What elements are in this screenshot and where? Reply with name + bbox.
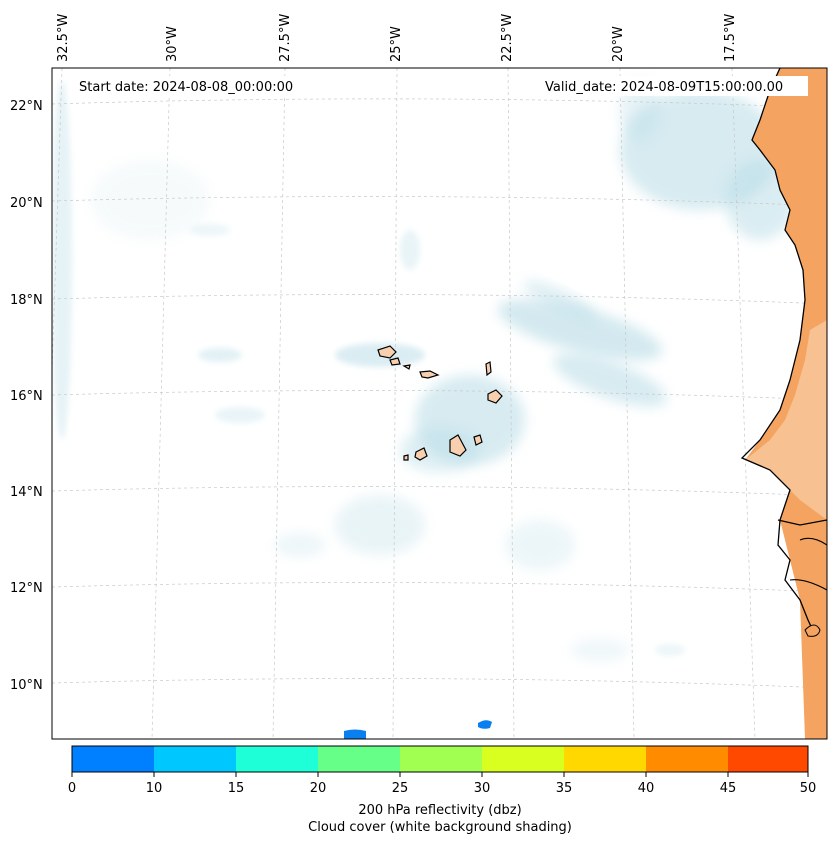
colorbar-segment bbox=[728, 746, 808, 772]
colorbar-tick-label: 50 bbox=[800, 781, 817, 796]
colorbar-segment bbox=[564, 746, 646, 772]
lon-label: 27.5°W bbox=[278, 14, 293, 62]
lon-label: 32.5°W bbox=[56, 14, 71, 62]
lon-label: 20°W bbox=[611, 26, 626, 62]
africa-landmass bbox=[740, 68, 827, 739]
colorbar-tick-label: 20 bbox=[310, 781, 327, 796]
lon-label: 17.5°W bbox=[723, 14, 738, 62]
colorbar-tick-label: 35 bbox=[556, 781, 573, 796]
valid-date-label: Valid_date: 2024-08-09T15:00:00.00 bbox=[545, 80, 783, 95]
lat-label: 18°N bbox=[10, 293, 43, 308]
start-date-box bbox=[72, 76, 315, 96]
colorbar-tick-label: 40 bbox=[638, 781, 655, 796]
lat-label: 10°N bbox=[10, 678, 43, 693]
colorbar-tick-label: 0 bbox=[68, 781, 76, 796]
colorbar-segment bbox=[154, 746, 236, 772]
latitude-labels: 22°N 20°N 18°N 16°N 14°N 12°N 10°N bbox=[10, 99, 43, 693]
colorbar-tick-label: 25 bbox=[392, 781, 409, 796]
colorbar-tick-label: 10 bbox=[146, 781, 163, 796]
colorbar-segment bbox=[72, 746, 154, 772]
map-panel bbox=[52, 68, 827, 739]
lat-label: 22°N bbox=[10, 99, 43, 114]
graticule bbox=[52, 68, 827, 739]
colorbar-tick-label: 45 bbox=[720, 781, 737, 796]
start-date-label: Start date: 2024-08-08_00:00:00 bbox=[79, 80, 293, 95]
colorbar-tick-label: 15 bbox=[228, 781, 245, 796]
reflectivity-blob bbox=[478, 720, 492, 729]
lat-label: 16°N bbox=[10, 389, 43, 404]
lon-label: 22.5°W bbox=[500, 14, 515, 62]
colorbar-subtitle: Cloud cover (white background shading) bbox=[308, 820, 572, 835]
colorbar-ticks bbox=[71, 772, 809, 777]
colorbar-frame bbox=[71, 745, 809, 773]
colorbar-segment bbox=[482, 746, 564, 772]
colorbar-segment bbox=[318, 746, 400, 772]
valid-date-box bbox=[538, 76, 808, 96]
cape-verde-islands bbox=[377, 345, 503, 461]
map-frame bbox=[51, 67, 828, 740]
lat-label: 14°N bbox=[10, 485, 43, 500]
colorbar-segment bbox=[400, 746, 482, 772]
lat-label: 12°N bbox=[10, 581, 43, 596]
colorbar-tick-label: 30 bbox=[474, 781, 491, 796]
colorbar-segment bbox=[236, 746, 318, 772]
colorbar: 0 10 15 20 25 30 35 40 45 50 200 hPa ref… bbox=[68, 745, 817, 835]
reflectivity-blob bbox=[344, 729, 366, 739]
colorbar-title: 200 hPa reflectivity (dbz) bbox=[358, 803, 521, 818]
colorbar-segment bbox=[646, 746, 728, 772]
lon-label: 30°W bbox=[165, 26, 180, 62]
lon-label: 25°W bbox=[389, 26, 404, 62]
lat-label: 20°N bbox=[10, 196, 43, 211]
longitude-labels: 32.5°W 30°W 27.5°W 25°W 22.5°W 20°W 17.5… bbox=[56, 14, 738, 62]
